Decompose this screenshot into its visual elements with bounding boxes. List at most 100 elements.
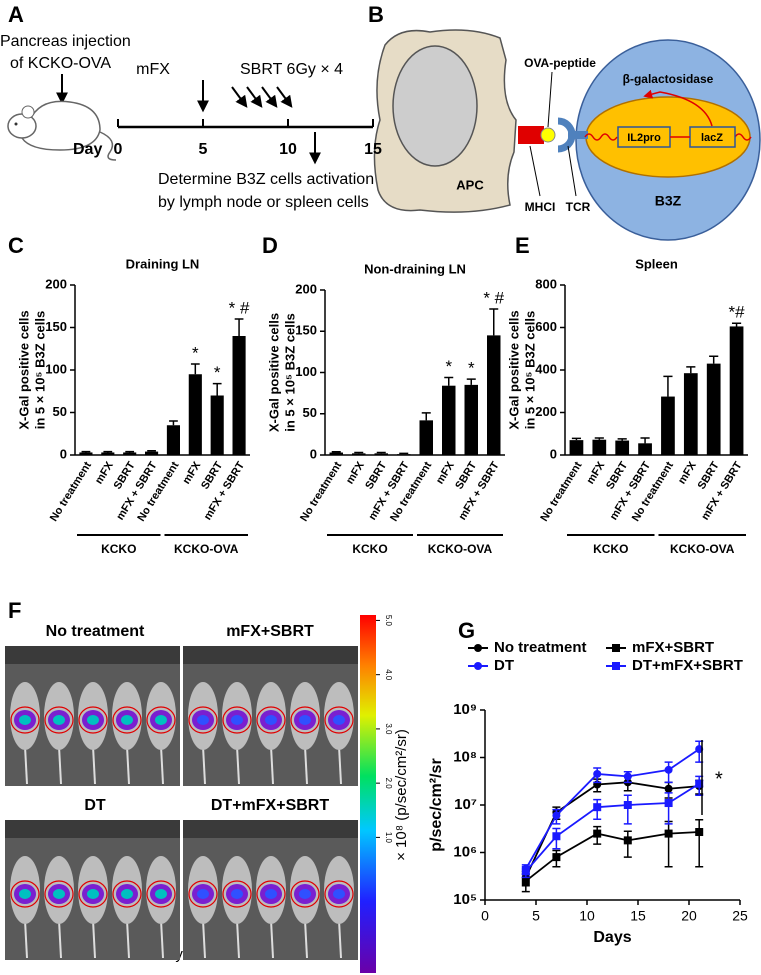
legend-marker — [612, 662, 620, 670]
bar — [232, 336, 246, 455]
point — [664, 765, 673, 774]
error-bar — [331, 450, 341, 453]
roi — [112, 706, 142, 734]
bar — [329, 452, 343, 455]
signal — [265, 715, 277, 725]
error-bar — [444, 376, 454, 386]
day-label: 5 — [199, 141, 208, 158]
day-label: 10 — [279, 141, 297, 158]
y-tick-label: 0 — [310, 446, 317, 461]
mouse-tail — [24, 745, 28, 785]
imaging-stage — [183, 646, 358, 664]
bar — [729, 326, 744, 455]
panel-label: G — [458, 618, 475, 643]
x-tick-label: 25 — [732, 908, 748, 924]
roi — [222, 706, 252, 734]
signal — [333, 715, 345, 725]
x-tick-label: 10 — [579, 908, 595, 924]
x-tick-label: No treatment — [538, 459, 584, 523]
error-bar — [354, 451, 364, 454]
mouse-tail — [24, 919, 28, 959]
colorbar-tick-label: 5.0 — [384, 615, 393, 627]
panel-label: E — [515, 233, 530, 258]
shape — [276, 86, 293, 108]
error-bar — [81, 450, 91, 453]
mouse-tail — [202, 745, 206, 785]
y-axis-label: in 5 × 10⁵ B3Z cells — [522, 311, 537, 429]
point — [623, 772, 632, 781]
error-bar — [169, 420, 178, 426]
y-tick-label: 150 — [45, 319, 67, 334]
x-tick-label: 0 — [481, 908, 489, 924]
chart-title: Non-draining LN — [364, 261, 466, 276]
treatment-label: mFX — [136, 61, 170, 78]
group-label: KCKO — [352, 542, 387, 556]
y-tick-label: 400 — [535, 361, 557, 376]
point — [552, 853, 561, 862]
roi — [324, 880, 354, 908]
y-tick-label: 50 — [303, 405, 317, 420]
signal — [121, 889, 133, 899]
mouse-tail — [270, 745, 274, 785]
point — [695, 828, 704, 837]
panel-a: A Pancreas injection of KCKO-OVA mFX SBR… — [0, 2, 374, 211]
group-label: KCKO — [101, 542, 136, 556]
panel-label: B — [368, 2, 384, 27]
roi — [146, 706, 176, 734]
y-tick-label: 10⁵ — [453, 891, 477, 908]
error-bar — [190, 363, 200, 375]
condition-label: DT — [84, 797, 106, 814]
chart-title: Draining LN — [126, 256, 200, 271]
bar — [352, 453, 366, 455]
legend-marker — [474, 644, 482, 652]
roi — [222, 880, 252, 908]
shape — [231, 86, 248, 108]
readout-text: Determine B3Z cells activation — [158, 171, 374, 188]
roi — [10, 706, 40, 734]
condition-label: No treatment — [46, 623, 145, 640]
cell-label: APC — [456, 177, 484, 192]
x-tick-label: No treatment — [298, 459, 344, 523]
y-tick-label: 10⁷ — [454, 796, 477, 813]
bar — [487, 335, 501, 455]
shape — [734, 133, 752, 141]
bar — [123, 452, 137, 455]
mouse-tail — [126, 745, 130, 785]
significance-marker: * — [715, 768, 723, 790]
axis-label: Day — [73, 141, 102, 158]
x-tick-label: No treatment — [48, 459, 94, 523]
bar — [101, 452, 115, 455]
y-tick-label: 10⁹ — [453, 701, 477, 718]
signal — [231, 715, 243, 725]
error-bar — [640, 437, 650, 444]
x-tick-label: mFX — [434, 459, 457, 486]
y-tick-label: 800 — [535, 276, 557, 291]
legend-marker — [612, 644, 620, 652]
shape — [540, 127, 556, 143]
y-tick-label: 10⁶ — [453, 843, 477, 860]
mhc-label: MHCI — [525, 200, 556, 214]
y-tick-label: 0 — [550, 446, 557, 461]
imaging-stage — [5, 646, 180, 664]
legend-label: No treatment — [494, 639, 587, 656]
mouse-tail — [92, 919, 96, 959]
point — [664, 799, 673, 808]
error-bar — [466, 378, 476, 385]
roi — [112, 880, 142, 908]
error-bar — [664, 820, 673, 868]
point — [552, 832, 561, 841]
condition-label: DT+mFX+SBRT — [211, 797, 329, 814]
group-label: KCKO-OVA — [174, 542, 239, 556]
y-axis-label: in 5 × 10⁵ B3Z cells — [282, 313, 297, 431]
y-tick-label: 150 — [295, 323, 317, 338]
point — [521, 867, 530, 876]
error-bar — [686, 366, 696, 374]
signal — [155, 715, 167, 725]
point — [664, 829, 673, 838]
y-axis-label: X-Gal positive cells — [266, 313, 281, 432]
panel-label: A — [8, 2, 24, 27]
signal — [87, 889, 99, 899]
panel-b: B APC IL2pro lacZ β-galactosidase OVA-pe… — [368, 2, 761, 241]
shape — [568, 131, 588, 139]
